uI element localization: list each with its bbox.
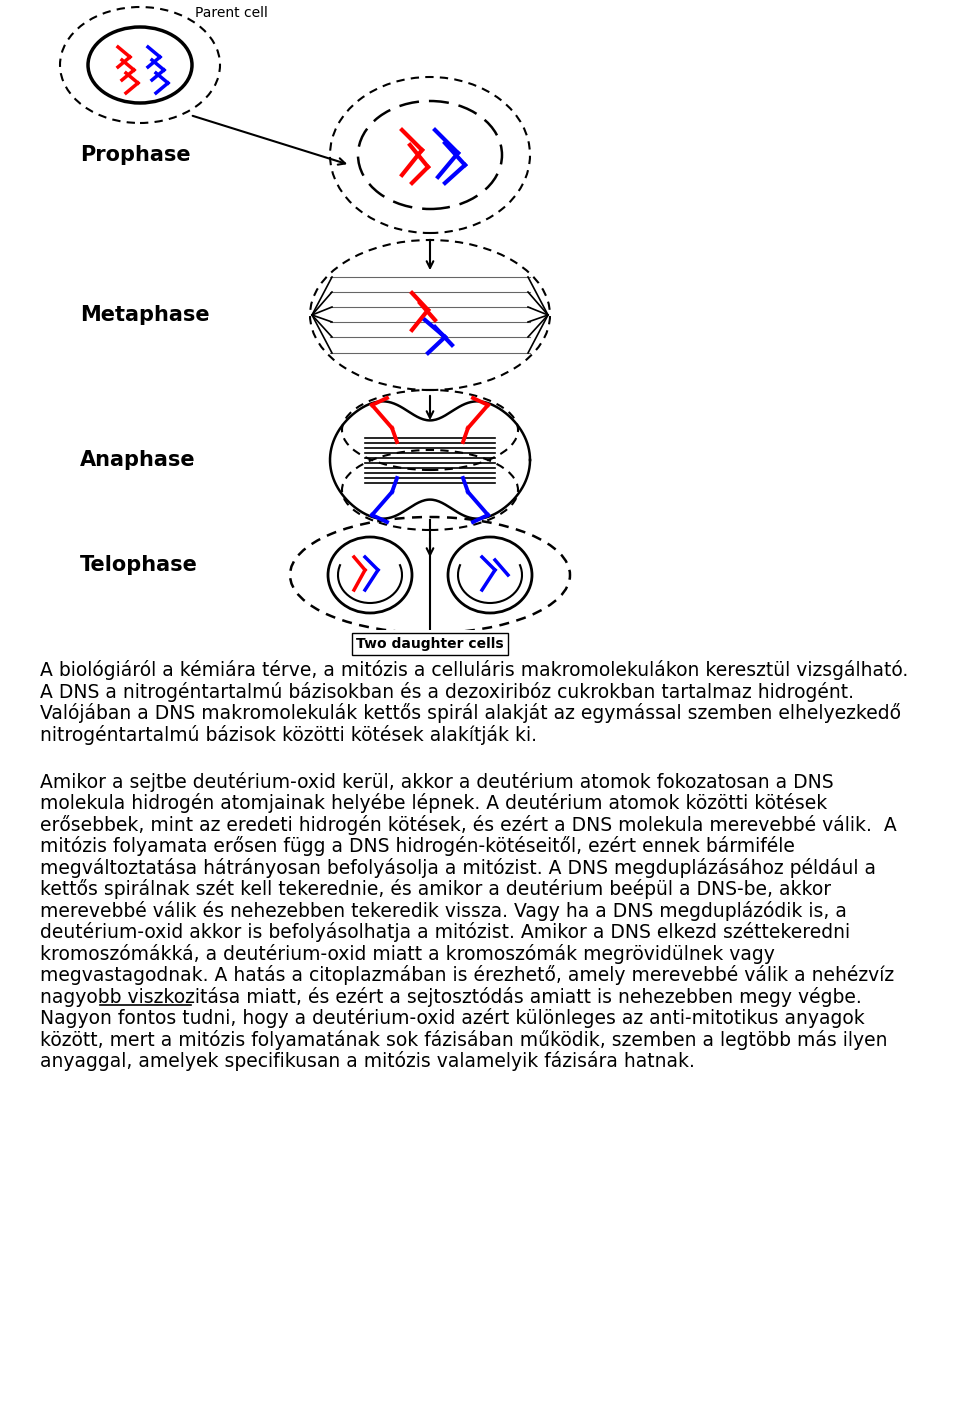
Text: nagyobb viszkozitása miatt, és ezért a sejtosztódás amiatt is nehezebben megy vé: nagyobb viszkozitása miatt, és ezért a s… [40,987,862,1007]
Text: A biológiáról a kémiára térve, a mitózis a celluláris makromolekulákon keresztül: A biológiáról a kémiára térve, a mitózis… [40,660,908,680]
Text: Telophase: Telophase [80,555,198,575]
Text: Two daughter cells: Two daughter cells [356,637,504,651]
Text: A DNS a nitrogéntartalmú bázisokban és a dezoxiribóz cukrokban tartalmaz hidrogé: A DNS a nitrogéntartalmú bázisokban és a… [40,681,854,701]
Text: erősebbek, mint az eredeti hidrogén kötések, és ezért a DNS molekula merevebbé v: erősebbek, mint az eredeti hidrogén köté… [40,816,897,835]
Text: között, mert a mitózis folyamatának sok fázisában működik, szemben a legtöbb más: között, mert a mitózis folyamatának sok … [40,1029,887,1049]
Text: megváltoztatása hátrányosan befolyásolja a mitózist. A DNS megduplázásához példá: megváltoztatása hátrányosan befolyásolja… [40,858,876,878]
Text: mitózis folyamata erősen függ a DNS hidrogén-kötéseitől, ezért ennek bármiféle: mitózis folyamata erősen függ a DNS hidr… [40,837,795,857]
Text: deutérium-oxid akkor is befolyásolhatja a mitózist. Amikor a DNS elkezd szétteke: deutérium-oxid akkor is befolyásolhatja … [40,922,851,943]
Text: nitrogéntartalmú bázisok közötti kötések alakítják ki.: nitrogéntartalmú bázisok közötti kötések… [40,725,537,745]
Text: Nagyon fontos tudni, hogy a deutérium-oxid azért különleges az anti-mitotikus an: Nagyon fontos tudni, hogy a deutérium-ox… [40,1008,865,1028]
Text: megvastagodnak. A hatás a citoplazmában is érezhető, amely merevebbé válik a neh: megvastagodnak. A hatás a citoplazmában … [40,966,894,986]
Text: kettős spirálnak szét kell tekerednie, és amikor a deutérium beépül a DNS-be, ak: kettős spirálnak szét kell tekerednie, é… [40,879,831,899]
Text: merevebbé válik és nehezebben tekeredik vissza. Vagy ha a DNS megduplázódik is, : merevebbé válik és nehezebben tekeredik … [40,901,847,920]
Text: anyaggal, amelyek specifikusan a mitózis valamelyik fázisára hatnak.: anyaggal, amelyek specifikusan a mitózis… [40,1052,695,1072]
Text: Metaphase: Metaphase [80,304,209,326]
Text: molekula hidrogén atomjainak helyébe lépnek. A deutérium atomok közötti kötések: molekula hidrogén atomjainak helyébe lép… [40,793,828,813]
Text: Parent cell: Parent cell [195,6,268,20]
Text: Anaphase: Anaphase [80,450,196,470]
Text: Amikor a sejtbe deutérium-oxid kerül, akkor a deutérium atomok fokozatosan a DNS: Amikor a sejtbe deutérium-oxid kerül, ak… [40,772,833,792]
Text: Valójában a DNS makromolekulák kettős spirál alakját az egymással szemben elhely: Valójában a DNS makromolekulák kettős sp… [40,704,901,724]
Text: Prophase: Prophase [80,144,191,166]
Text: kromoszómákká, a deutérium-oxid miatt a kromoszómák megrövidülnek vagy: kromoszómákká, a deutérium-oxid miatt a … [40,944,775,964]
